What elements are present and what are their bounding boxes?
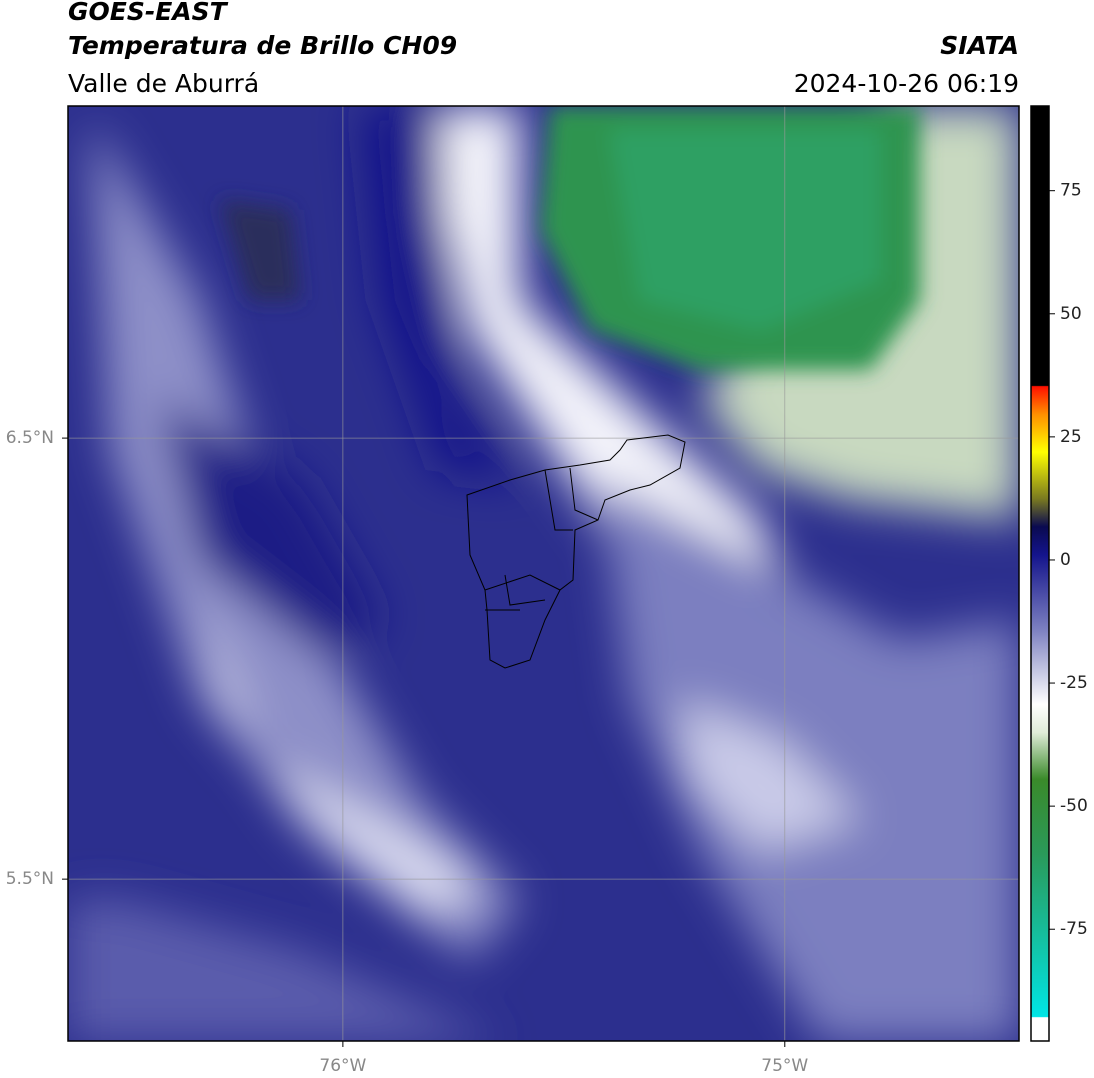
satellite-image — [68, 106, 1019, 1041]
colorbar-tick-label: 75 — [1060, 181, 1082, 201]
colorbar-tick-label: 0 — [1060, 550, 1071, 570]
grid — [68, 106, 1019, 1041]
source: SIATA — [940, 31, 1019, 60]
colorbar-tick-label: 50 — [1060, 304, 1082, 324]
y-tick-label: 5.5°N — [6, 869, 54, 889]
title: GOES-EAST — [68, 0, 229, 26]
datetime: 2024-10-26 06:19 — [794, 69, 1019, 98]
colorbar-tick-label: -75 — [1060, 919, 1088, 939]
municipal-boundaries — [484, 467, 599, 611]
colorbar-tick-label: 25 — [1060, 427, 1082, 447]
colorbar-tick-label: -50 — [1060, 796, 1088, 816]
region: Valle de Aburrá — [68, 69, 259, 98]
subtitle: Temperatura de Brillo CH09 — [68, 31, 457, 60]
x-tick-label: 75°W — [761, 1056, 808, 1076]
colorbar — [1030, 105, 1050, 1042]
x-tick-label: 76°W — [319, 1056, 366, 1076]
map-frame — [67, 105, 1020, 1042]
colorbar-tick-label: -25 — [1060, 673, 1088, 693]
y-tick-label: 6.5°N — [6, 428, 54, 448]
